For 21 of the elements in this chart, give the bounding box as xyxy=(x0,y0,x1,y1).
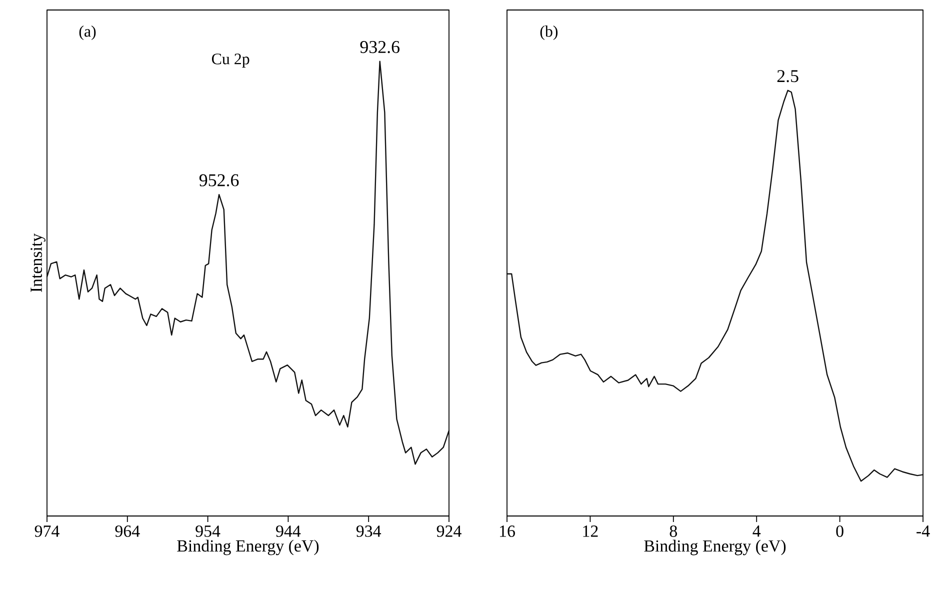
x-axis-title: Binding Energy (eV) xyxy=(177,540,319,556)
x-tick-label: 944 xyxy=(276,526,301,537)
x-tick-label: 964 xyxy=(115,526,140,537)
x-tick-label: 8 xyxy=(670,526,677,537)
annotation: 932.6 xyxy=(360,41,400,54)
x-tick-label: 0 xyxy=(836,526,844,537)
x-tick-label: 924 xyxy=(436,526,462,537)
x-tick-label: 16 xyxy=(500,526,515,537)
text: (a) xyxy=(79,26,96,40)
x-tick-label: 934 xyxy=(356,526,382,537)
annotation: 2.5 xyxy=(777,70,798,82)
annotation: 952.6 xyxy=(199,174,239,186)
x-tick-label: 4 xyxy=(752,526,761,537)
x-tick-label: 954 xyxy=(196,526,220,537)
y-axis-title: Intensity xyxy=(30,233,46,292)
x-tick-label: -4 xyxy=(916,526,930,537)
x-tick-label: 12 xyxy=(583,526,598,537)
x-tick-label: 974 xyxy=(34,526,60,537)
text: (b) xyxy=(540,26,558,40)
annotation: Cu 2p xyxy=(212,54,250,68)
x-axis-title: Binding Energy (eV) xyxy=(644,540,786,556)
